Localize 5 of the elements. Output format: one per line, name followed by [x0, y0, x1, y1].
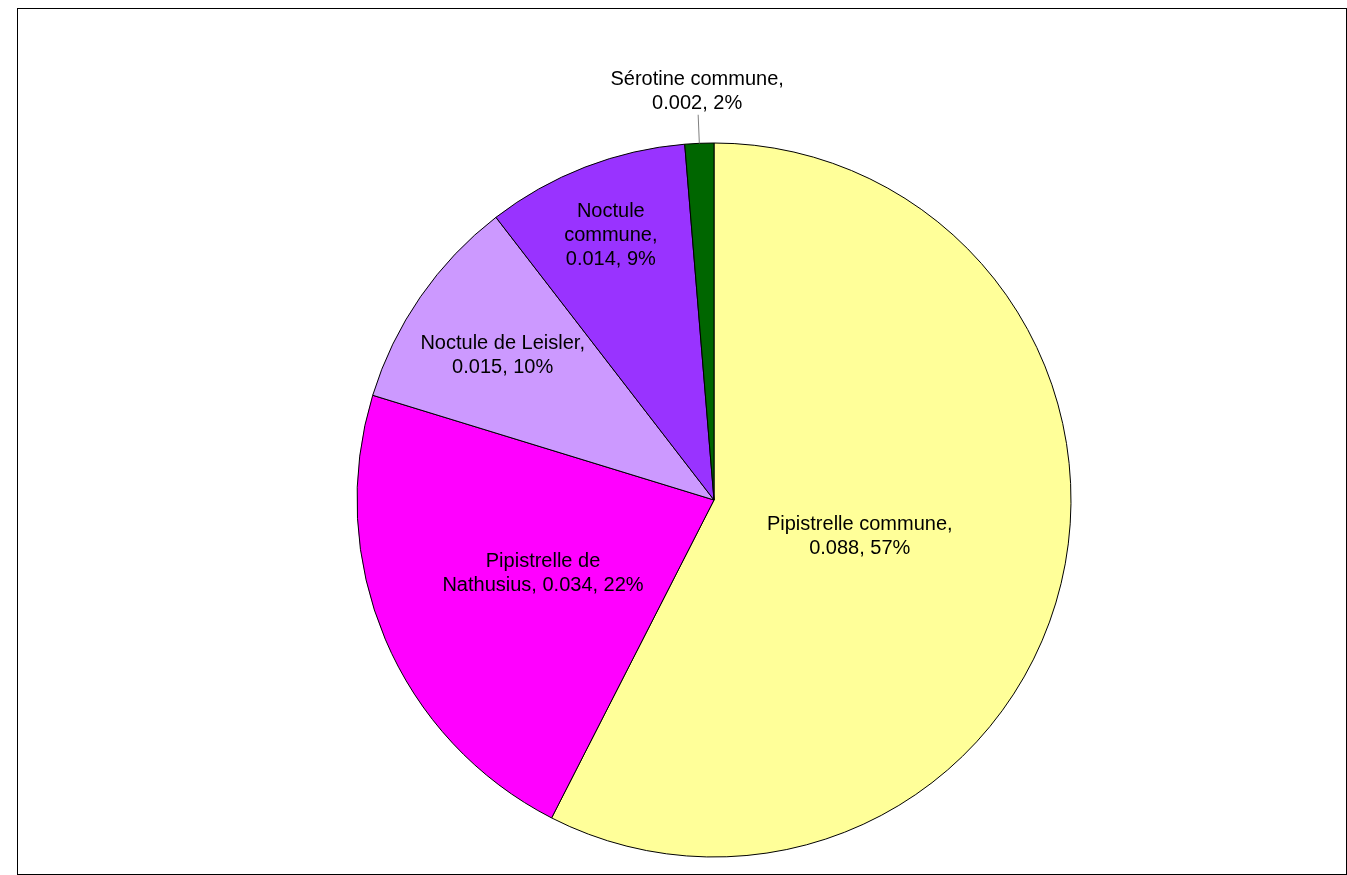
slice-label: Pipistrelle de Nathusius, 0.034, 22% [442, 549, 644, 596]
slice-label: Sérotine commune, 0.002, 2% [610, 66, 784, 113]
slice-label: Noctule commune, 0.014, 9% [564, 198, 658, 269]
slice-label: Pipistrelle commune, 0.088, 57% [766, 512, 953, 559]
slice-label: Noctule de Leisler, 0.015, 10% [420, 330, 585, 377]
